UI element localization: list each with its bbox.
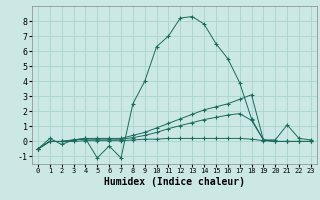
X-axis label: Humidex (Indice chaleur): Humidex (Indice chaleur) xyxy=(104,177,245,187)
